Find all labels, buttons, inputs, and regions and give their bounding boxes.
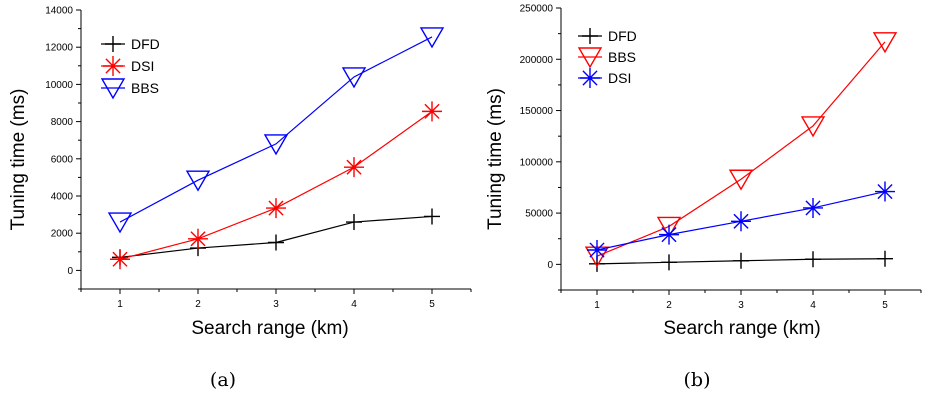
legend-label: BBS [131,80,159,96]
legend-marker [105,36,121,52]
data-point [185,170,211,192]
y-tick-label: 150000 [520,106,554,117]
data-point [656,216,682,238]
data-point [346,214,362,231]
x-tick-label: 1 [117,299,123,310]
data-point [659,224,679,245]
data-point [341,67,367,89]
y-axis-label: Tuning time (ms) [8,89,29,231]
data-point [422,101,442,122]
y-tick-label: 2000 [51,229,74,240]
data-point [661,254,677,271]
data-point [268,234,284,251]
data-point [803,197,823,218]
chart-b: 0 50000 100000 150000 200000 250000 1 2 3 4 5 Searc… [485,4,922,391]
data-point [731,211,751,232]
y-tick-label: 50000 [525,209,553,220]
x-tick-label: 5 [429,299,435,310]
x-tick-label: 2 [666,300,672,311]
y-axis-label: Tuning time (ms) [485,88,506,230]
series-line [596,41,886,257]
data-point [107,212,133,234]
x-tick-label: 5 [882,300,888,311]
data-point [872,32,898,54]
legend-marker [577,47,603,69]
x-axis-label: Search range (km) [191,318,348,339]
y-tick-label: 8000 [51,117,74,128]
data-point [266,198,286,219]
y-tick-label: 0 [547,260,553,271]
series-bbs [584,32,898,268]
series-dsi [587,181,895,261]
y-tick-label: 10000 [45,80,73,91]
data-point [733,252,749,269]
legend-label: DSI [608,70,631,86]
data-point [728,169,754,191]
data-point [419,27,445,49]
data-point [877,250,893,267]
data-point [263,134,289,156]
caption: (b) [684,369,711,391]
legend-item-dfd: DFD [578,28,637,44]
y-tick-label: 250000 [520,4,554,15]
legend-marker [582,28,598,44]
x-tick-label: 1 [594,300,600,311]
legend-label: DSI [131,58,154,74]
y-tick-label: 12000 [45,43,73,54]
chart-a: 0 2000 4000 6000 8000 10000 12000 14000 1 2 3 4 5 Sea… [8,6,472,391]
series-bbs [107,27,445,234]
y-tick-label: 100000 [520,157,554,168]
x-tick-label: 4 [810,300,816,311]
y-tick-label: 6000 [51,154,74,165]
legend-item-dfd: DFD [101,36,160,52]
series-dfd [589,250,893,272]
data-point [424,208,440,225]
data-point [875,181,895,202]
legend-label: BBS [608,49,636,65]
series-line [119,36,433,223]
y-tick-label: 4000 [51,192,74,203]
data-point [188,228,208,249]
legend-item-bbs: BBS [100,78,159,100]
x-tick-label: 2 [195,299,201,310]
series-dsi [110,101,442,270]
caption: (a) [210,369,236,391]
legend-item-dsi: DSI [101,56,154,76]
legend-label: DFD [131,36,160,52]
x-axis-label: Search range (km) [663,318,820,339]
data-point [800,116,826,138]
data-point [587,240,607,261]
legend-label: DFD [608,28,637,44]
data-point [805,251,821,268]
x-tick-label: 3 [273,299,279,310]
legend-marker [103,56,123,76]
legend-item-bbs: BBS [577,47,636,69]
legend-marker [580,68,600,88]
y-tick-label: 14000 [45,6,73,17]
data-point [110,249,130,270]
data-point [344,157,364,178]
y-tick-label: 0 [67,266,73,277]
legend-marker [100,78,126,100]
x-tick-label: 4 [351,299,357,310]
y-tick-label: 200000 [520,55,554,66]
x-tick-label: 3 [738,300,744,311]
legend-item-dsi: DSI [578,68,631,88]
